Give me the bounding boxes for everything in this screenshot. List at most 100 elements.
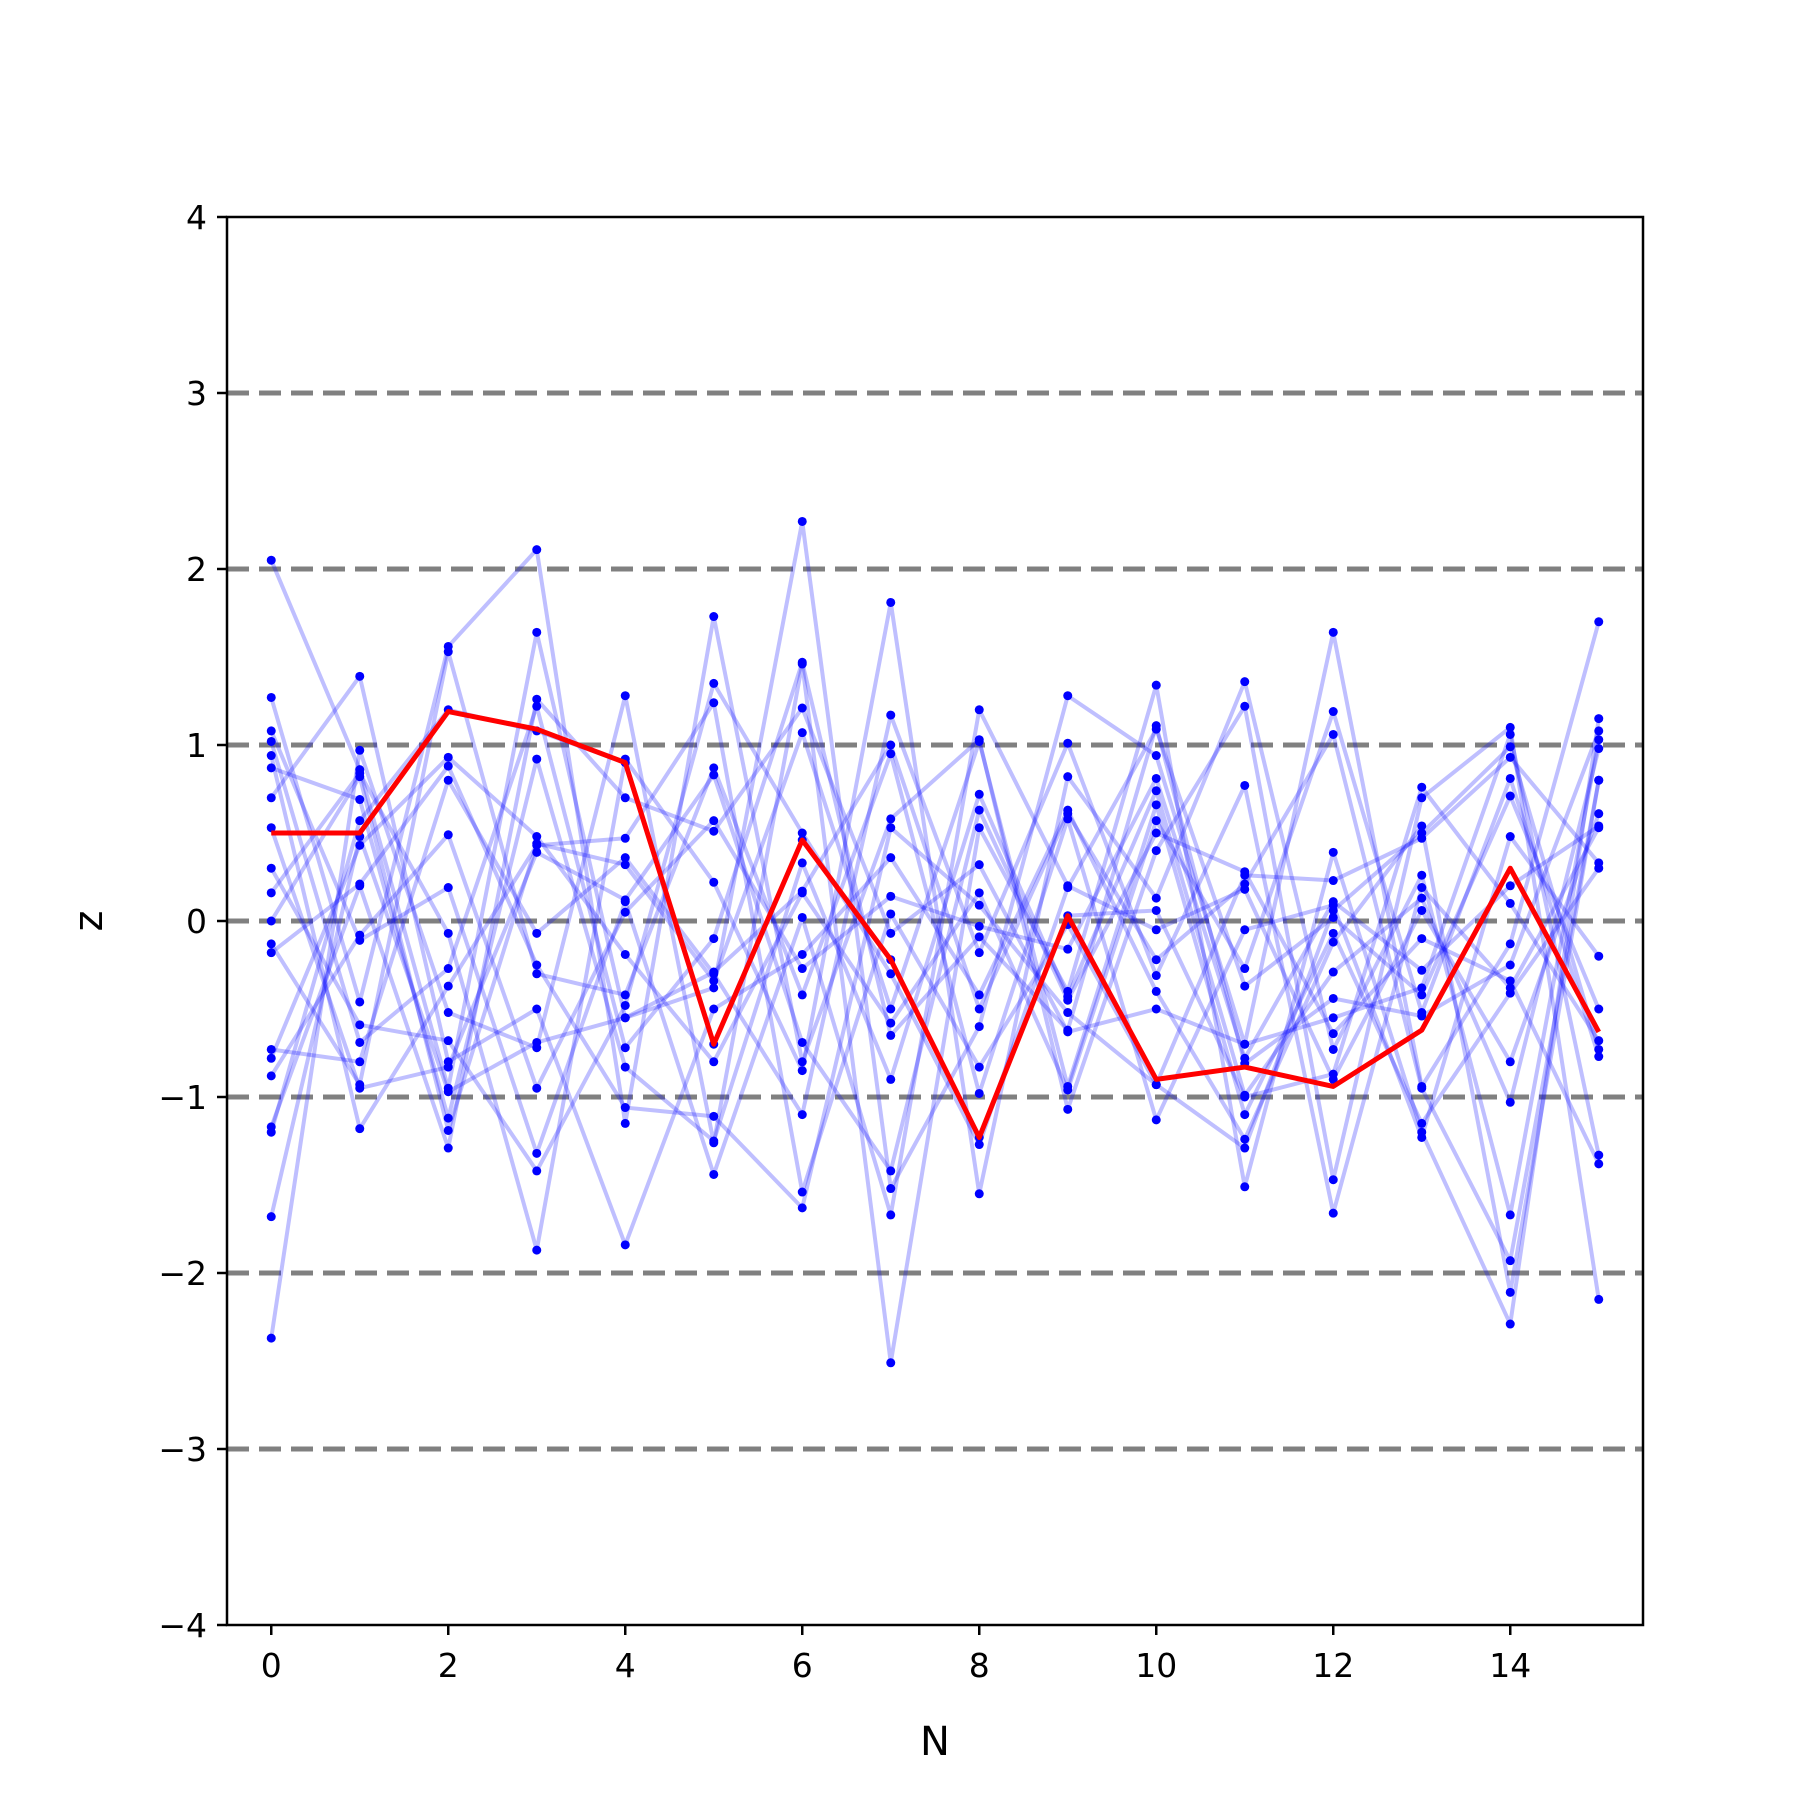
series-point [266,763,276,773]
series-point [797,886,807,896]
series-point [1328,928,1338,938]
series-point [443,647,453,657]
series-point [709,698,719,708]
series-point [1240,780,1250,790]
series-point [974,1189,984,1199]
series-point [620,853,630,863]
series-point [355,1020,365,1030]
series-point [1417,1011,1427,1021]
series-point [974,921,984,931]
series-point [1417,893,1427,903]
series-point [1328,1069,1338,1079]
series-point [355,997,365,1007]
series-line [269,662,1601,1365]
series-point [974,1140,984,1150]
series-point [1240,879,1250,889]
series-point [886,1074,896,1084]
series-point [974,736,984,746]
highlight-line [271,709,1601,1140]
series-point [1417,821,1427,831]
series-point [797,1203,807,1213]
series-point [1417,965,1427,975]
series-point [1505,722,1515,732]
series-point [1151,1115,1161,1125]
series-point [1063,772,1073,782]
series-point [620,860,630,870]
series-point [266,916,276,926]
series-point [1240,1182,1250,1192]
series-point [532,1148,542,1158]
series-point [1505,832,1515,842]
series-point [532,832,542,842]
series-point [1594,617,1604,627]
series-point [886,597,896,607]
series-point [1151,971,1161,981]
series-point [443,1125,453,1135]
series-point [443,830,453,840]
series-point [709,934,719,944]
series-point [1594,775,1604,785]
series-point [974,1062,984,1072]
series-point [443,775,453,785]
series-point [620,1043,630,1053]
series-point [1151,680,1161,690]
series-line [269,772,1601,1173]
series-point [355,795,365,805]
series-point [1505,1256,1515,1266]
series-point [1328,897,1338,907]
series-point [1328,627,1338,637]
series-point [620,1118,630,1128]
series-point [620,833,630,843]
series-point [266,948,276,958]
series-point [443,1008,453,1018]
series-point [1063,995,1073,1005]
series-point [1594,951,1604,961]
series-point [709,763,719,773]
series-point [1240,1143,1250,1153]
series-point [886,814,896,824]
series-point [355,816,365,826]
series-point [266,726,276,736]
series-point [1240,1134,1250,1144]
series-point [1328,967,1338,977]
series-point [1594,1052,1604,1062]
series-point [709,983,719,993]
series-point [443,1087,453,1097]
series-point [974,805,984,815]
series-point [620,1013,630,1023]
x-tick-label: 0 [261,1646,282,1685]
series-point [1594,809,1604,819]
series-point [1151,773,1161,783]
series-point [797,912,807,922]
series-point [266,793,276,803]
series-point [797,1066,807,1076]
series-point [620,1000,630,1010]
series-point [709,1004,719,1014]
reference-lines [227,390,1643,1452]
series-point [1505,976,1515,986]
series-point [709,1136,719,1146]
series-point [1240,1092,1250,1102]
series-point [709,770,719,780]
series-point [1328,937,1338,947]
series-point [974,789,984,799]
series-point [974,990,984,1000]
series-line [269,730,1601,1133]
series-point [1417,782,1427,792]
series-point [1417,1118,1427,1128]
series-point [797,990,807,1000]
series-point [1151,1004,1161,1014]
x-tick-label: 10 [1135,1646,1177,1685]
series-line [269,519,1601,1191]
series-point [1240,1110,1250,1120]
series-point [1328,993,1338,1003]
series-point [1240,677,1250,687]
series-point [1151,786,1161,796]
series-point [1594,1004,1604,1014]
series-point [974,948,984,958]
series-point [1240,964,1250,974]
series-point [1594,1044,1604,1054]
series-line [269,674,1601,1295]
series-point [886,1166,896,1176]
